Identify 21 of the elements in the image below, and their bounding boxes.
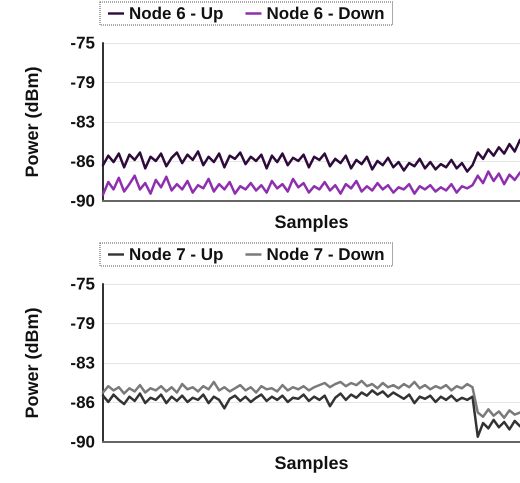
y-axis-title: Power (dBm) (22, 307, 42, 419)
x-axis-title: Samples (274, 212, 349, 232)
y-tick-label: -90 (70, 192, 95, 210)
y-tick-label: -86 (70, 393, 95, 412)
x-axis-title: Samples (274, 453, 349, 473)
y-tick-label: -83 (70, 354, 95, 372)
y-tick-label: -75 (70, 34, 95, 52)
line-series (102, 380, 520, 420)
y-tick-label: -86 (70, 152, 95, 171)
legend-label: Node 6 - Down (266, 4, 385, 23)
y-tick-label: -83 (70, 112, 95, 132)
legend-label: Node 7 - Up (129, 245, 224, 264)
line-series (102, 138, 520, 173)
y-tick-label: -75 (70, 274, 95, 294)
legend-label: Node 6 - Up (129, 4, 224, 23)
line-series (102, 170, 520, 196)
y-tick-label: -79 (70, 314, 95, 333)
y-tick-label: -79 (70, 73, 95, 92)
y-axis-title: Power (dBm) (22, 66, 42, 178)
legend-label: Node 7 - Down (266, 245, 385, 264)
y-tick-label: -90 (70, 432, 95, 452)
